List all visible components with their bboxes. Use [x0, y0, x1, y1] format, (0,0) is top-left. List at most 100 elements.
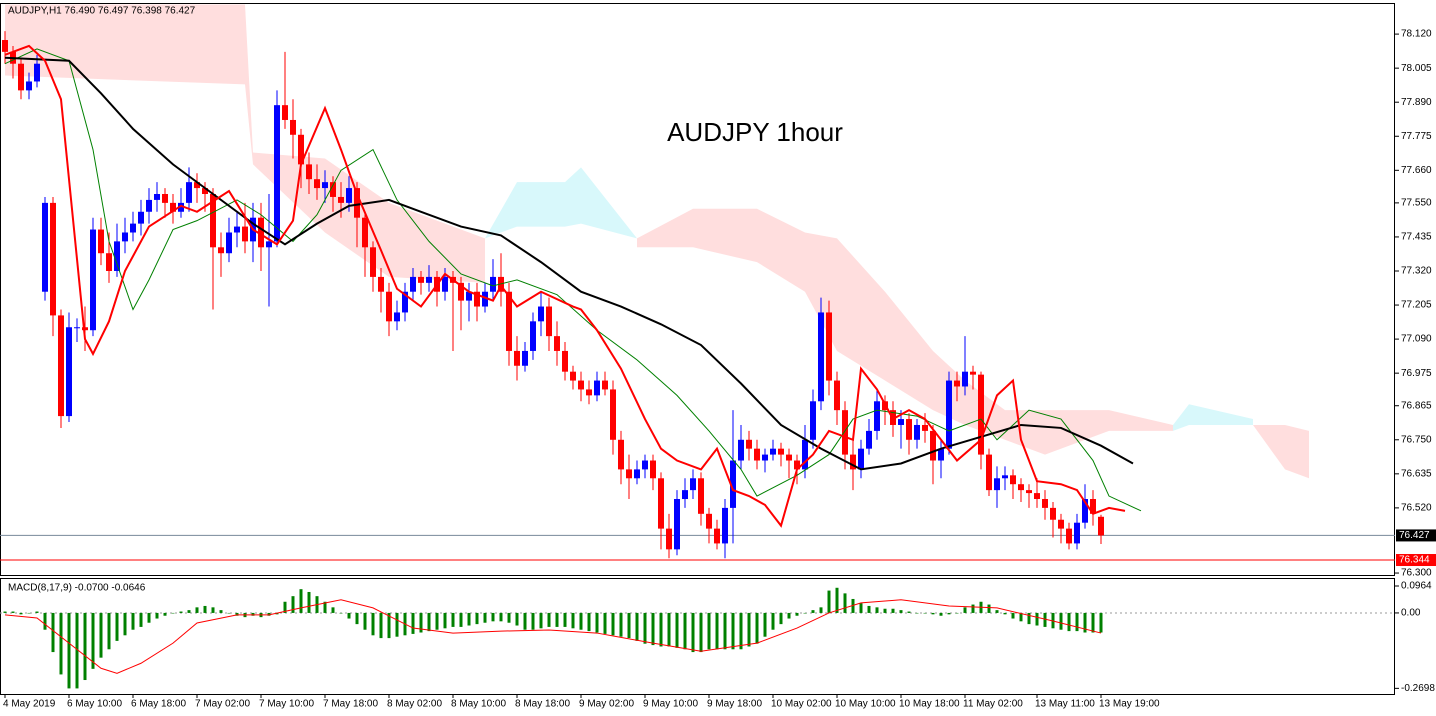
- x-tick-label: 13 May 19:00: [1099, 699, 1160, 710]
- candle-body: [338, 196, 344, 203]
- macd-bar: [291, 596, 295, 613]
- signal-line: [4, 599, 1102, 674]
- candle-body: [842, 410, 848, 455]
- candle-body: [386, 291, 392, 322]
- macd-bar: [539, 612, 543, 629]
- candle-body: [906, 419, 912, 440]
- macd-bar: [1035, 612, 1039, 626]
- candle-body: [1050, 507, 1056, 520]
- candle-body: [1058, 519, 1064, 529]
- macd-bar: [515, 612, 519, 626]
- candle-body: [666, 528, 672, 550]
- macd-bar: [1067, 612, 1071, 632]
- macd-panel: [0, 578, 1395, 695]
- macd-bar: [1099, 612, 1103, 633]
- macd-header: MACD(8,17,9) -0.0700 -0.0646: [8, 583, 146, 594]
- candle-body: [570, 371, 576, 381]
- macd-bar: [859, 603, 863, 613]
- indicator-line: [4, 56, 1134, 471]
- candle-body: [1098, 516, 1104, 536]
- macd-bar: [467, 612, 471, 626]
- macd-bar: [651, 612, 655, 646]
- cloud: [485, 167, 637, 239]
- candle-body: [130, 223, 136, 233]
- candle-body: [962, 371, 968, 387]
- candle-body: [818, 312, 824, 402]
- candle-body: [154, 194, 160, 200]
- candle-body: [682, 490, 688, 500]
- candle-body: [322, 182, 328, 189]
- candle-body: [402, 291, 408, 313]
- macd-bar: [163, 612, 167, 616]
- x-tick-label: 6 May 18:00: [131, 699, 186, 710]
- candle-body: [642, 460, 648, 470]
- candle-body: [1082, 499, 1088, 523]
- macd-bar: [731, 612, 735, 650]
- macd-bar: [459, 612, 463, 627]
- macd-bar: [611, 612, 615, 636]
- plot-layer: 78.120 78.005 77.890 77.775 77.660 77.550 77.4…: [0, 4, 1436, 710]
- candle-body: [106, 253, 112, 271]
- price-label: 76.344: [1399, 555, 1430, 566]
- macd-bar: [83, 612, 87, 681]
- candle-body: [658, 478, 664, 529]
- candle-body: [850, 454, 856, 470]
- candle-body: [242, 226, 248, 242]
- candle-body: [794, 460, 800, 470]
- candle-body: [266, 241, 272, 248]
- macd-bar: [355, 612, 359, 625]
- y-tick-label: 77.775: [1401, 131, 1432, 142]
- candle-body: [66, 327, 72, 417]
- x-tick-label: 9 May 10:00: [643, 699, 698, 710]
- candle-body: [706, 513, 712, 529]
- candle-body: [1074, 522, 1080, 544]
- macd-bar: [283, 601, 287, 613]
- candle-body: [138, 211, 144, 224]
- macd-bar: [347, 612, 351, 619]
- candle-body: [42, 202, 48, 292]
- macd-bar: [251, 612, 255, 616]
- macd-bar: [123, 612, 127, 636]
- candle-body: [170, 202, 176, 212]
- candle-body: [714, 528, 720, 544]
- macd-bar: [307, 591, 311, 613]
- candle-body: [2, 40, 8, 52]
- x-tick-label: 7 May 10:00: [259, 699, 314, 710]
- candle-body: [762, 454, 768, 461]
- macd-bar: [363, 612, 367, 630]
- macd-bar: [499, 612, 503, 622]
- y-tick-label: 77.205: [1401, 300, 1432, 311]
- y-tick-label: 76.975: [1401, 368, 1432, 379]
- macd-bar: [939, 612, 943, 616]
- candle-body: [298, 134, 304, 165]
- y-tick-label: 76.635: [1401, 468, 1432, 479]
- macd-bar: [483, 612, 487, 623]
- candle-body: [410, 276, 416, 292]
- macd-bar: [899, 610, 903, 613]
- cloud: [1173, 404, 1253, 431]
- macd-bar: [1043, 612, 1047, 627]
- x-tick-label: 11 May 02:00: [963, 699, 1023, 710]
- macd-bar: [43, 612, 47, 630]
- candle-body: [922, 424, 928, 431]
- candle-body: [506, 291, 512, 351]
- macd-bar: [507, 612, 511, 623]
- macd-bar: [747, 612, 751, 647]
- candle-body: [306, 164, 312, 180]
- macd-bar: [763, 612, 767, 637]
- macd-bar: [811, 610, 815, 613]
- macd-bar: [3, 611, 7, 613]
- candle-body: [186, 182, 192, 203]
- macd-bar: [699, 612, 703, 653]
- macd-bar: [107, 612, 111, 650]
- macd-bar: [395, 612, 399, 637]
- candle-body: [618, 439, 624, 470]
- macd-bar: [179, 611, 183, 613]
- y-tick-label: 77.660: [1401, 165, 1432, 176]
- candle-body: [546, 306, 552, 337]
- candle-body: [778, 448, 784, 455]
- macd-bar: [339, 612, 343, 614]
- macd-bar: [1019, 612, 1023, 622]
- macd-bar: [51, 612, 55, 653]
